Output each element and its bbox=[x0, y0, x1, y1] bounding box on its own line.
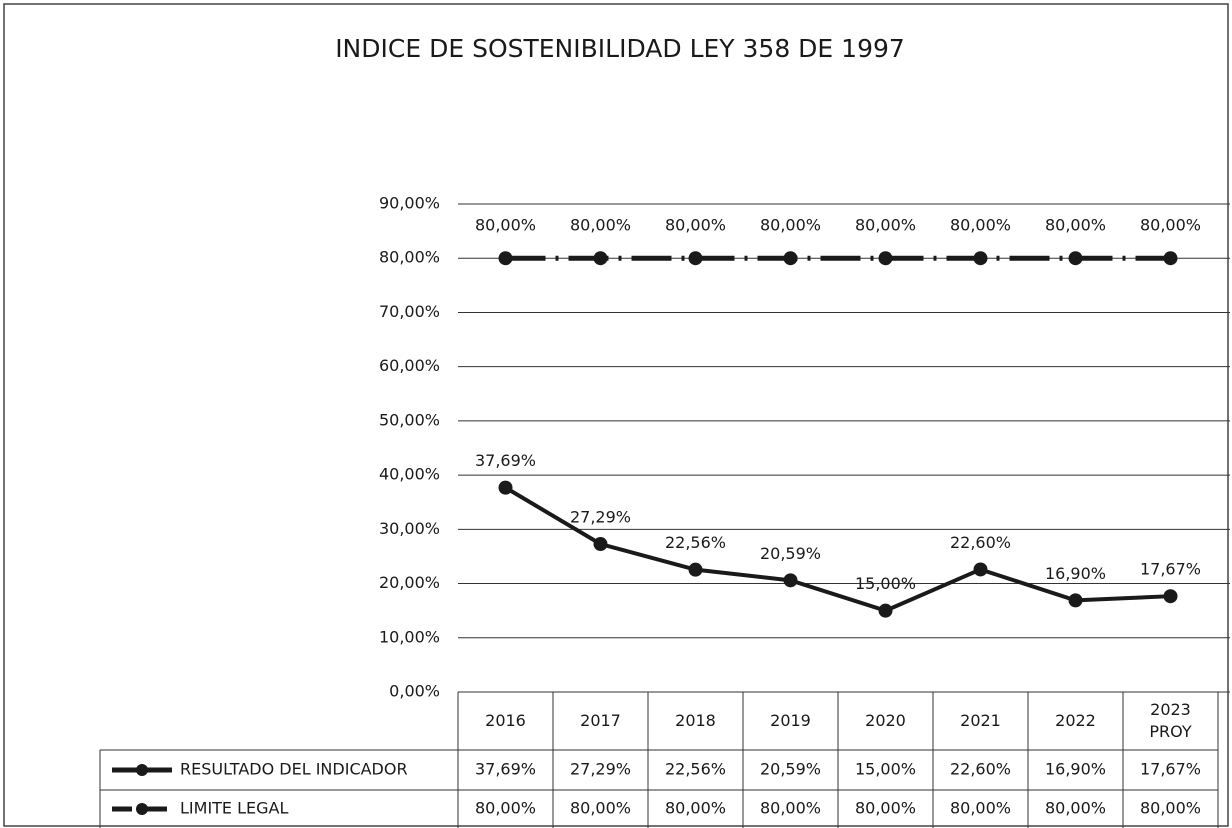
table-value: 80,00% bbox=[665, 799, 726, 818]
table-value: 80,00% bbox=[950, 799, 1011, 818]
data-label: 80,00% bbox=[950, 216, 1011, 235]
y-tick-label: 40,00% bbox=[379, 465, 440, 484]
data-label: 22,60% bbox=[950, 533, 1011, 552]
y-tick-label: 50,00% bbox=[379, 410, 440, 429]
x-tick-label: 2016 bbox=[485, 711, 526, 730]
x-tick-cell: 2022 bbox=[1055, 711, 1096, 730]
legend-marker bbox=[136, 764, 148, 776]
x-tick-label: 2021 bbox=[960, 711, 1001, 730]
data-point bbox=[498, 251, 513, 266]
x-tick-label: 2017 bbox=[580, 711, 621, 730]
y-tick-label: 20,00% bbox=[379, 573, 440, 592]
data-label: 80,00% bbox=[1045, 216, 1106, 235]
data-point bbox=[973, 251, 988, 266]
y-tick-label: 30,00% bbox=[379, 519, 440, 538]
series-line bbox=[504, 485, 1171, 613]
data-point bbox=[498, 480, 513, 495]
table-value: 37,69% bbox=[475, 760, 536, 779]
data-point bbox=[783, 251, 798, 266]
table-value: 20,59% bbox=[760, 760, 821, 779]
legend-label: LIMITE LEGAL bbox=[180, 799, 288, 818]
legend-label: RESULTADO DEL INDICADOR bbox=[180, 760, 408, 779]
table-value: 80,00% bbox=[855, 799, 916, 818]
x-tick-cell: 2021 bbox=[960, 711, 1001, 730]
data-point bbox=[783, 573, 798, 588]
data-point bbox=[878, 251, 893, 266]
chart-title: INDICE DE SOSTENIBILIDAD LEY 358 DE 1997 bbox=[335, 34, 905, 63]
chart-frame bbox=[3, 3, 1229, 827]
y-tick-label: 0,00% bbox=[389, 682, 440, 701]
data-point bbox=[593, 251, 608, 266]
table-value: 17,67% bbox=[1140, 760, 1201, 779]
data-label: 15,00% bbox=[855, 574, 916, 593]
data-label: 80,00% bbox=[760, 216, 821, 235]
data-point bbox=[1163, 589, 1178, 604]
data-point bbox=[1068, 251, 1083, 266]
x-tick-label: 2020 bbox=[865, 711, 906, 730]
table-value: 80,00% bbox=[1045, 799, 1106, 818]
data-label: 27,29% bbox=[570, 508, 631, 527]
y-tick-label: 90,00% bbox=[379, 194, 440, 213]
y-tick-label: 10,00% bbox=[379, 627, 440, 646]
x-tick-label: 2018 bbox=[675, 711, 716, 730]
data-point bbox=[688, 562, 703, 577]
table-value: 80,00% bbox=[475, 799, 536, 818]
data-point bbox=[688, 251, 703, 266]
table-value: 16,90% bbox=[1045, 760, 1106, 779]
table-value: 80,00% bbox=[1140, 799, 1201, 818]
data-label: 80,00% bbox=[855, 216, 916, 235]
x-tick-cell: 2019 bbox=[770, 711, 811, 730]
x-tick-cell: 2020 bbox=[865, 711, 906, 730]
legend-marker bbox=[136, 803, 148, 815]
data-label: 20,59% bbox=[760, 544, 821, 563]
data-point bbox=[878, 603, 893, 618]
data-label: 80,00% bbox=[570, 216, 631, 235]
data-point bbox=[1068, 593, 1083, 608]
data-label: 80,00% bbox=[475, 216, 536, 235]
data-label: 37,69% bbox=[475, 451, 536, 470]
x-tick-label: 2019 bbox=[770, 711, 811, 730]
table-value: 80,00% bbox=[570, 799, 631, 818]
table-value: 22,60% bbox=[950, 760, 1011, 779]
data-point bbox=[1163, 251, 1178, 266]
data-label: 80,00% bbox=[665, 216, 726, 235]
data-point bbox=[973, 562, 988, 577]
data-label: 17,67% bbox=[1140, 560, 1201, 579]
data-label: 22,56% bbox=[665, 533, 726, 552]
data-point bbox=[593, 537, 608, 552]
data-label: 80,00% bbox=[1140, 216, 1201, 235]
table-value: 27,29% bbox=[570, 760, 631, 779]
x-tick-cell: 2018 bbox=[675, 711, 716, 730]
y-tick-label: 70,00% bbox=[379, 302, 440, 321]
y-tick-label: 80,00% bbox=[379, 248, 440, 267]
x-tick-label: 2023 PROY bbox=[1149, 700, 1192, 741]
table-value: 80,00% bbox=[760, 799, 821, 818]
x-tick-cell: 2023 PROY bbox=[1149, 700, 1192, 741]
data-label: 16,90% bbox=[1045, 564, 1106, 583]
x-tick-label: 2022 bbox=[1055, 711, 1096, 730]
x-tick-cell: 2016 bbox=[485, 711, 526, 730]
x-tick-cell: 2017 bbox=[580, 711, 621, 730]
table-value: 22,56% bbox=[665, 760, 726, 779]
y-tick-label: 60,00% bbox=[379, 356, 440, 375]
table-value: 15,00% bbox=[855, 760, 916, 779]
